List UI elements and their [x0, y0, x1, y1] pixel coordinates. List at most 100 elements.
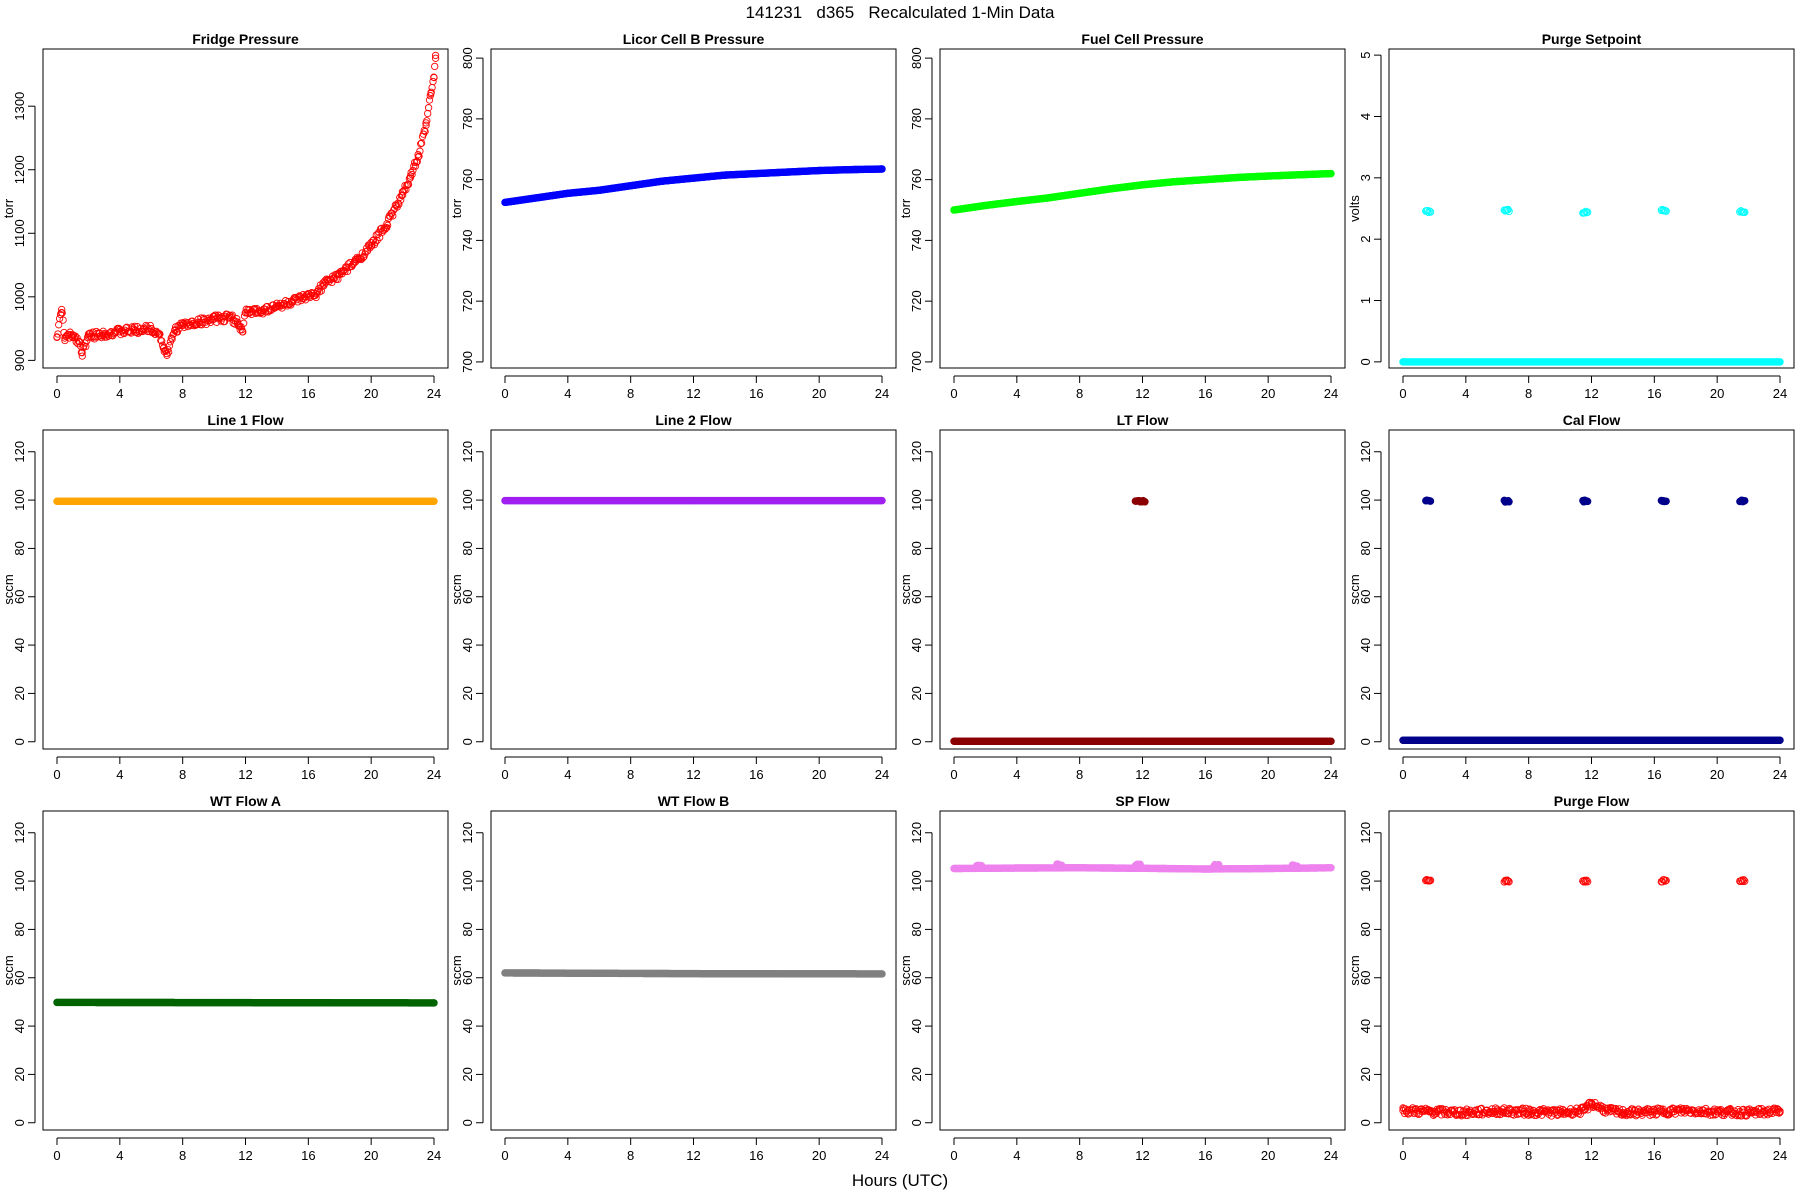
plot-frame — [42, 810, 449, 1131]
data-point — [273, 302, 281, 311]
data-point — [689, 969, 698, 978]
data-point — [406, 172, 415, 180]
x-tick-label: 4 — [1013, 767, 1020, 782]
data-point — [420, 126, 428, 135]
x-axis: 0 4 8 12 16 20 24 — [950, 756, 1338, 782]
x-tick-label: 0 — [501, 1148, 508, 1163]
data-marks — [53, 51, 440, 360]
plot-frame — [490, 429, 897, 750]
data-point — [501, 496, 509, 505]
y-tick-label: 900 — [12, 350, 27, 372]
data-point — [257, 307, 265, 315]
data-point — [403, 181, 411, 190]
x-tick-label: 24 — [1324, 767, 1338, 782]
y-tick-label: 120 — [12, 441, 27, 463]
data-point — [721, 171, 729, 179]
x-tick-label: 12 — [686, 1148, 700, 1163]
y-axis-label: torr — [898, 198, 913, 218]
x-tick-label: 24 — [1773, 386, 1787, 401]
data-point — [950, 206, 958, 214]
x-tick-label: 8 — [627, 386, 634, 401]
x-axis: 0 4 8 12 16 20 24 — [53, 1137, 441, 1163]
data-point — [1327, 169, 1335, 178]
data-point — [1264, 172, 1272, 180]
data-point — [151, 330, 160, 339]
data-point — [160, 344, 168, 352]
y-tick-label: 80 — [1358, 541, 1373, 555]
data-point — [84, 332, 93, 340]
y-axis-label: volts — [1347, 195, 1362, 222]
x-tick-label: 8 — [627, 1148, 634, 1163]
y-tick-label: 40 — [12, 1019, 27, 1033]
y-tick-label: 740 — [460, 230, 475, 252]
data-point — [689, 496, 698, 505]
data-point — [1713, 358, 1721, 366]
x-tick-label: 0 — [53, 1148, 60, 1163]
x-tick-label: 20 — [1261, 767, 1275, 782]
data-point — [371, 238, 380, 246]
data-marks — [53, 497, 438, 505]
y-tick-label: 0 — [909, 738, 924, 745]
x-tick-label: 4 — [1013, 386, 1020, 401]
data-point — [815, 166, 823, 175]
y-tick-label: 0 — [1358, 738, 1373, 745]
data-point — [413, 157, 421, 166]
data-point — [312, 290, 320, 298]
y-tick-label: 40 — [1358, 638, 1373, 652]
data-point — [155, 330, 163, 338]
data-marks — [1399, 205, 1784, 366]
y-tick-label: 720 — [909, 290, 924, 312]
x-tick-label: 8 — [627, 767, 634, 782]
x-tick-label: 0 — [1399, 386, 1406, 401]
y-tick-label: 40 — [460, 638, 475, 652]
data-point — [288, 298, 297, 306]
y-tick-label: 4 — [1358, 113, 1373, 120]
data-point — [82, 342, 90, 351]
plot-frame — [42, 429, 449, 750]
data-point — [116, 328, 124, 336]
data-point — [69, 331, 77, 339]
data-point — [163, 351, 171, 359]
y-tick-label: 100 — [1358, 489, 1373, 511]
data-point — [411, 162, 420, 170]
data-point — [1587, 358, 1596, 366]
panel-title: Cal Flow — [1563, 412, 1621, 428]
data-point — [336, 270, 344, 279]
x-tick-label: 12 — [686, 386, 700, 401]
y-tick-label: 1300 — [12, 92, 27, 121]
y-tick-label: 700 — [460, 351, 475, 373]
data-marks — [501, 496, 886, 505]
x-tick-label: 0 — [950, 767, 957, 782]
data-point — [1776, 736, 1784, 744]
data-point — [228, 311, 236, 319]
data-point — [58, 305, 66, 314]
data-point — [146, 321, 154, 330]
x-axis: 0 4 8 12 16 20 24 — [501, 1137, 889, 1163]
y-tick-label: 0 — [12, 738, 27, 745]
data-point — [415, 152, 423, 160]
data-point — [1462, 358, 1470, 366]
data-point — [1044, 194, 1052, 202]
x-tick-label: 12 — [1135, 386, 1149, 401]
x-tick-label: 8 — [179, 767, 186, 782]
y-tick-label: 700 — [909, 351, 924, 373]
y-tick-label: 120 — [460, 822, 475, 844]
data-point — [429, 77, 437, 86]
plot-frame — [939, 429, 1346, 750]
y-tick-label: 20 — [460, 686, 475, 700]
y-tick-label: 1000 — [12, 282, 27, 311]
data-point — [1399, 736, 1407, 744]
panel-title: Line 2 Flow — [655, 412, 731, 428]
plot-frame — [1388, 48, 1795, 369]
y-tick-label: 1200 — [12, 155, 27, 184]
x-tick-label: 20 — [364, 767, 378, 782]
x-tick-label: 16 — [749, 386, 763, 401]
data-marks — [1399, 496, 1784, 744]
